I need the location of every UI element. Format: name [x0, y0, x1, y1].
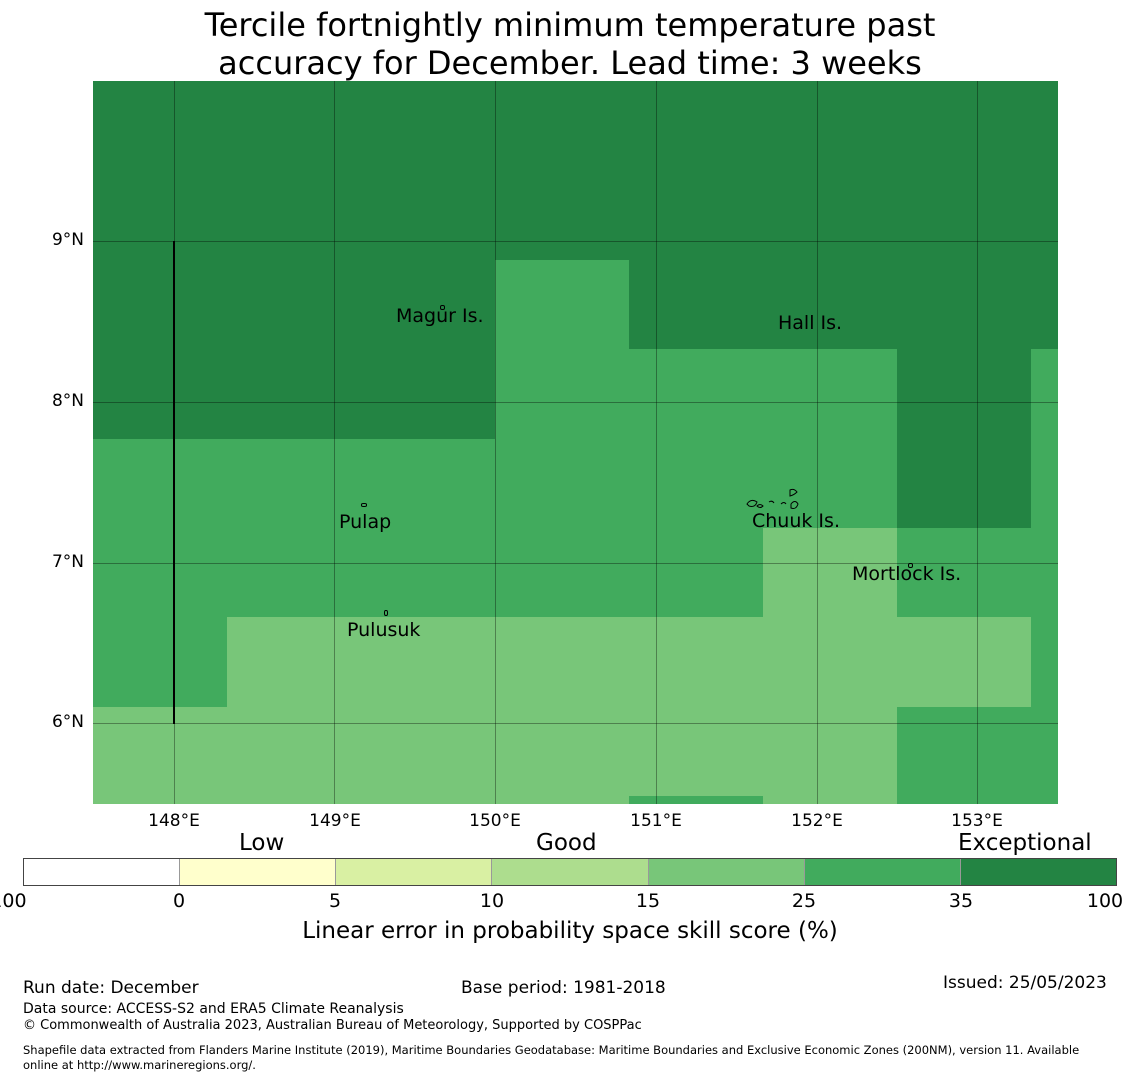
map-title-line1: Tercile fortnightly minimum temperature …	[204, 6, 936, 44]
legend-swatch-5	[648, 859, 805, 885]
gridline-lat-9	[93, 241, 1058, 242]
legend-tick-10: 10	[479, 890, 505, 912]
legend-tick-35: 35	[948, 890, 974, 912]
gridline-lon-151	[656, 81, 657, 804]
legend-tick-15: 15	[635, 890, 661, 912]
place-label-chuuk: Chuuk Is.	[752, 510, 840, 532]
island-magur	[440, 305, 445, 310]
shapefile-credit-url: online at http://www.marineregions.org/.	[23, 1058, 256, 1072]
lon-label-152: 152°E	[791, 811, 843, 831]
island-pulap	[361, 503, 367, 507]
legend-category-low: Low	[239, 830, 285, 856]
lat-label-7: 7°N	[51, 552, 84, 572]
legend-tick-100: 100	[1086, 890, 1124, 912]
region-good-southwest	[93, 707, 897, 804]
map-title-line2: accuracy for December. Lead time: 3 week…	[218, 44, 922, 82]
lat-label-6: 6°N	[51, 712, 84, 732]
place-label-pulusuk: Pulusuk	[347, 619, 421, 641]
legend-swatch-4	[492, 859, 649, 885]
gridline-lon-152	[817, 81, 818, 804]
place-label-pulap: Pulap	[339, 511, 392, 533]
legend-tick-minus100: -100	[0, 890, 27, 912]
region-exceptional-north	[93, 81, 1058, 260]
island-mortlock	[908, 563, 913, 568]
lon-label-149: 149°E	[309, 811, 361, 831]
lat-label-9: 9°N	[51, 230, 84, 250]
legend-tick-25: 25	[791, 890, 817, 912]
region-good-south	[227, 617, 1031, 707]
legend-swatch-1	[24, 859, 181, 885]
legend-colorbar	[23, 858, 1117, 886]
island-chuuk	[746, 488, 799, 509]
legend-swatch-6	[804, 859, 961, 885]
place-label-mortlock: Mortlock Is.	[852, 563, 962, 585]
map-title: Tercile fortnightly minimum temperature …	[0, 6, 1140, 82]
region-good-chuuk	[763, 528, 897, 617]
region-exceptional-east	[897, 349, 1031, 528]
region-exceptional-northeast	[629, 260, 1058, 349]
region-highgood-south-patch	[629, 796, 763, 804]
legend-tick-5: 5	[328, 890, 342, 912]
lon-label-153: 153°E	[951, 811, 1003, 831]
maritime-boundary-line	[173, 241, 175, 724]
legend-category-good: Good	[536, 830, 597, 856]
legend-swatch-2	[180, 859, 337, 885]
run-date: Run date: December	[23, 978, 199, 998]
legend-category-exceptional: Exceptional	[958, 830, 1092, 856]
lon-label-151: 151°E	[630, 811, 682, 831]
legend-tick-0: 0	[172, 890, 186, 912]
shapefile-credit: Shapefile data extracted from Flanders M…	[23, 1043, 1080, 1057]
legend-swatch-3	[336, 859, 493, 885]
region-exceptional-west	[93, 260, 495, 439]
gridline-lat-8	[93, 402, 1058, 403]
issued-date: Issued: 25/05/2023	[943, 973, 1107, 993]
place-label-hall: Hall Is.	[778, 312, 843, 334]
data-source: Data source: ACCESS-S2 and ERA5 Climate …	[23, 1001, 404, 1017]
gridline-lon-150	[495, 81, 496, 804]
lat-label-8: 8°N	[51, 391, 84, 411]
base-period: Base period: 1981-2018	[461, 978, 666, 998]
copyright: © Commonwealth of Australia 2023, Austra…	[23, 1018, 642, 1033]
skill-map[interactable]: Magur Is. Hall Is. Pulap Chuuk Is. Mortl…	[93, 81, 1058, 804]
gridline-lon-153	[977, 81, 978, 804]
place-label-magur: Magur Is.	[396, 305, 484, 327]
gridline-lat-6	[93, 723, 1058, 724]
lon-label-150: 150°E	[469, 811, 521, 831]
legend-title: Linear error in probability space skill …	[302, 918, 838, 944]
gridline-lat-7	[93, 563, 1058, 564]
legend-swatch-7	[960, 859, 1116, 885]
gridline-lon-149	[334, 81, 335, 804]
lon-label-148: 148°E	[148, 811, 200, 831]
island-pulusuk	[384, 610, 388, 616]
